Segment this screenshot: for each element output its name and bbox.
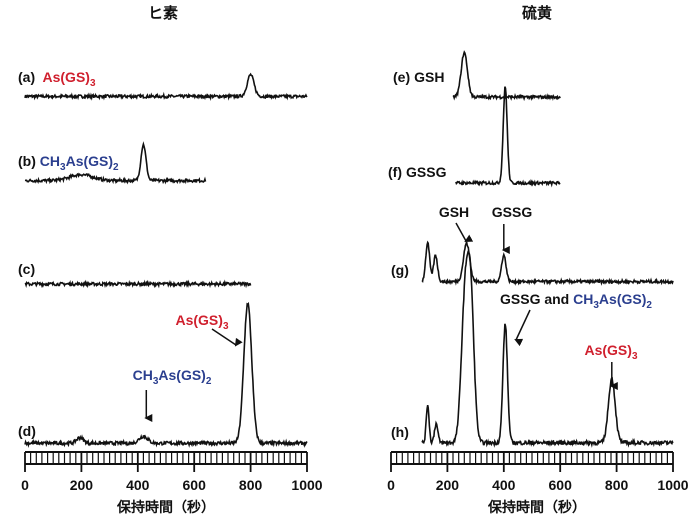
trace-line-c — [24, 279, 252, 289]
trace-label-e: (e) GSH — [393, 69, 444, 85]
trace-line-f — [455, 86, 561, 188]
x-tick-label: 600 — [183, 477, 207, 493]
arsenic-panel-title: ヒ素 — [148, 4, 178, 22]
annotation-arrow — [211, 328, 243, 347]
annotation-ch3asgs2-left: CH3As(GS)2 — [133, 367, 212, 422]
x-tick-label: 800 — [239, 477, 263, 493]
x-axis-right — [390, 451, 674, 472]
sulfur-panel-title: 硫黄 — [522, 4, 552, 22]
trace-line-a — [24, 72, 308, 102]
sulfur-panel: 硫黄 (e) GSH (f) GSSG (g) (h) GSH GSSG — [387, 4, 689, 515]
x-tick-label: 200 — [436, 477, 460, 493]
trace-b: (b) CH3As(GS)2 — [18, 141, 207, 185]
trace-line-e — [452, 50, 561, 102]
trace-line-d — [24, 301, 308, 448]
trace-line-b — [24, 141, 207, 185]
annotation-asgs3-right: As(GS)3 — [584, 342, 638, 390]
x-tick-label: 1000 — [657, 477, 688, 493]
trace-line-g — [421, 240, 674, 286]
trace-a: (a) As(GS)3 — [18, 69, 308, 102]
trace-line-h — [421, 250, 674, 448]
x-axis-title-left: 保持時間（秒） — [116, 499, 215, 515]
trace-h: (h) — [391, 250, 674, 448]
annotation-label: GSSG and CH3As(GS)2 — [500, 291, 652, 311]
x-tick-label: 800 — [605, 477, 629, 493]
annotation-gssg: GSSG — [492, 204, 533, 254]
x-axis-title-right: 保持時間（秒） — [487, 499, 586, 515]
trace-f: (f) GSSG — [388, 86, 561, 188]
x-tick-label: 0 — [387, 477, 395, 493]
trace-label-f: (f) GSSG — [388, 164, 447, 180]
annotation-label: GSSG — [492, 204, 533, 220]
x-tick-label: 400 — [126, 477, 150, 493]
annotation-arrow — [455, 222, 474, 242]
trace-label-c: (c) — [18, 261, 35, 277]
x-tick-label: 1000 — [291, 477, 322, 493]
annotation-arrow — [514, 309, 531, 347]
trace-label-d: (d) — [18, 423, 36, 439]
annotation-asgs3-left: As(GS)3 — [175, 312, 243, 347]
arsenic-panel: ヒ素 (a) As(GS)3 (b) CH3As(GS)2 (c) (d) — [18, 4, 323, 515]
annotation-gsh: GSH — [439, 204, 474, 242]
trace-label-b: (b) CH3As(GS)2 — [18, 153, 119, 173]
annotation-label: As(GS)3 — [175, 312, 228, 332]
trace-g: (g) — [391, 240, 674, 286]
trace-d: (d) — [18, 301, 308, 448]
x-axis-left — [24, 451, 308, 472]
trace-label-h: (h) — [391, 424, 409, 440]
x-tick-label: 400 — [492, 477, 516, 493]
x-tick-label: 600 — [549, 477, 573, 493]
annotation-label: CH3As(GS)2 — [133, 367, 212, 387]
trace-c: (c) — [18, 261, 252, 289]
annotation-label: GSH — [439, 204, 469, 220]
annotation-gssg-ch3asgs2: GSSG and CH3As(GS)2 — [500, 291, 652, 347]
x-tick-label: 200 — [70, 477, 94, 493]
annotation-label: As(GS)3 — [584, 342, 637, 362]
x-tick-label: 0 — [21, 477, 29, 493]
trace-label-a: (a) As(GS)3 — [18, 69, 96, 89]
trace-label-g: (g) — [391, 262, 409, 278]
trace-e: (e) GSH — [393, 50, 561, 102]
